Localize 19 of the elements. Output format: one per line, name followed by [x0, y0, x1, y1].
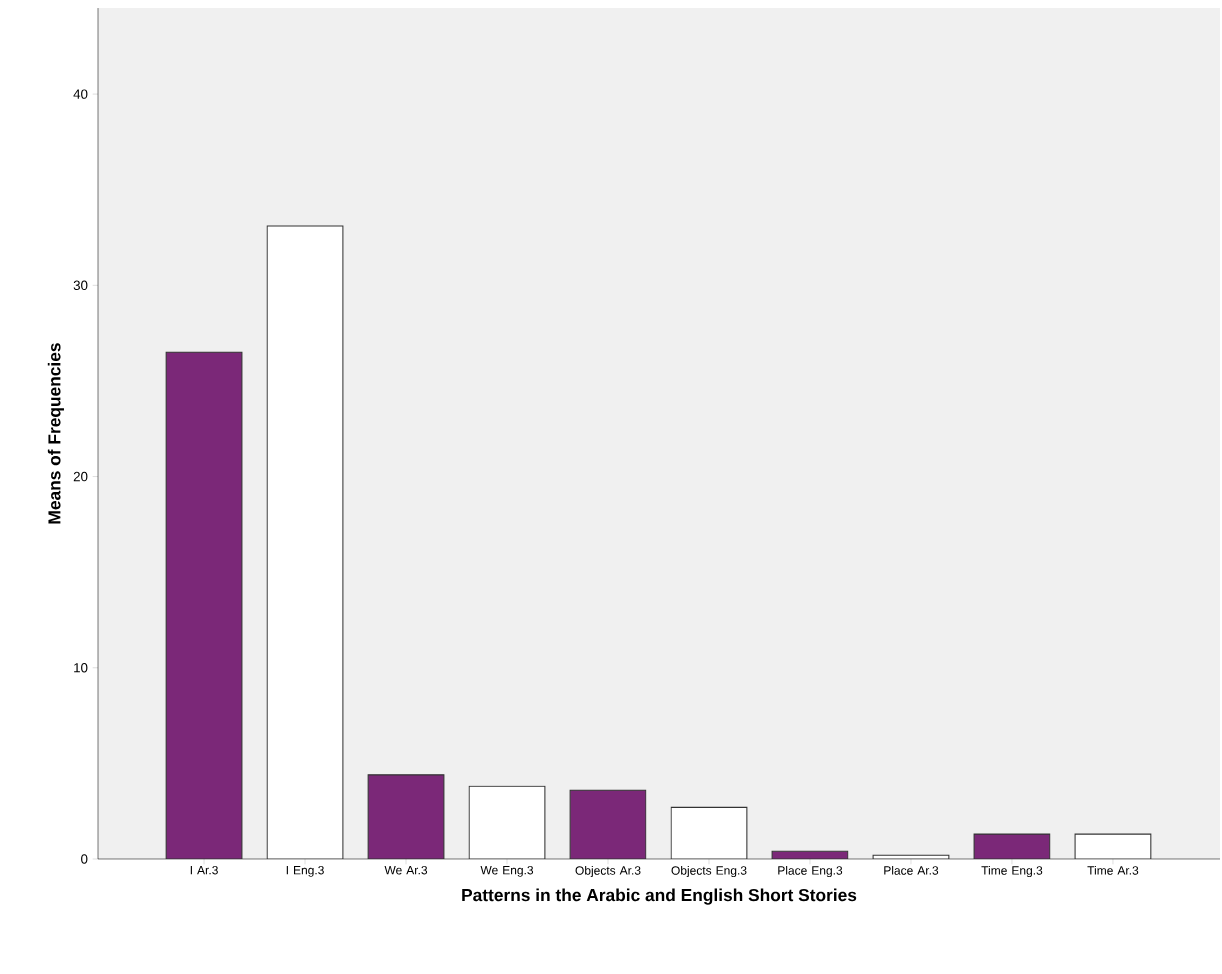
bar [266, 225, 344, 859]
y-tick-label: 0 [81, 854, 88, 864]
y-tick-label: 30 [73, 280, 88, 291]
x-tick-label: Place Eng.3 [778, 865, 843, 878]
y-tick-label: 20 [73, 471, 88, 482]
x-tick-label: Place Ar.3 [884, 865, 939, 875]
x-tick-label: Time Eng.3 [981, 865, 1043, 878]
x-tick-label: We Eng.3 [480, 865, 534, 877]
y-tick-label: 10 [74, 663, 88, 673]
x-tick-label: I Ar.3 [190, 865, 218, 875]
x-tick-label: Objects Eng.3 [671, 865, 747, 878]
x-tick-label: We Ar.3 [384, 865, 428, 875]
x-tick-label: Time Ar.3 [1087, 865, 1139, 875]
y-tick-label: 40 [73, 89, 88, 99]
y-axis-title: Means of Frequencies [47, 343, 64, 524]
x-axis-title: Patterns in the Arabic and English Short Stories [462, 888, 857, 905]
bar [468, 785, 546, 859]
x-tick-label: I Eng.3 [286, 865, 324, 877]
x-tick-label: Objects Ar.3 [575, 865, 641, 878]
